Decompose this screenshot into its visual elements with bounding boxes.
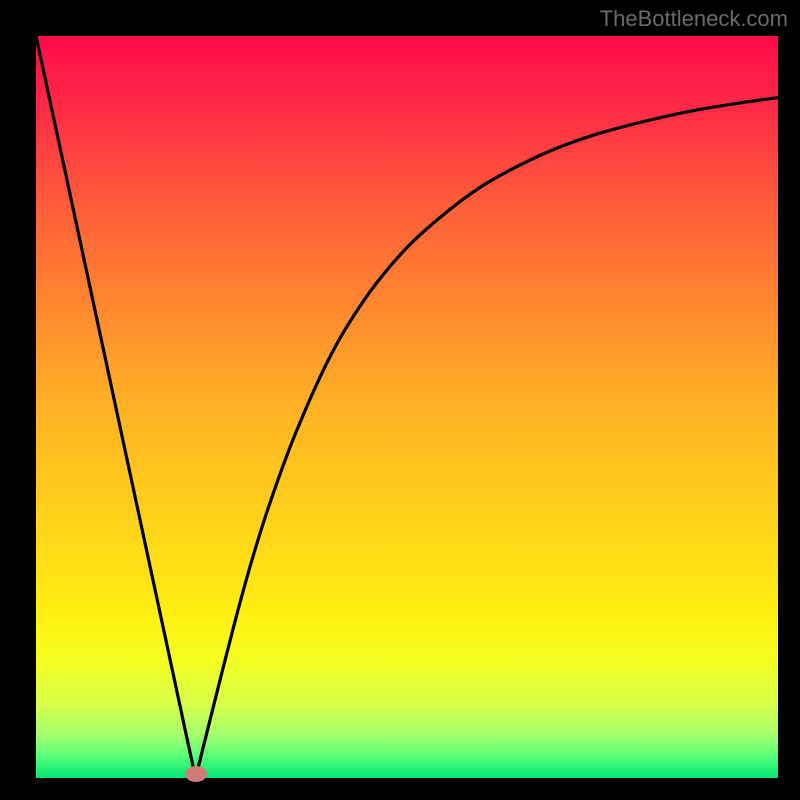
curve-right-branch [196, 98, 778, 778]
min-marker [185, 766, 207, 782]
watermark-text: TheBottleneck.com [600, 6, 788, 32]
curve-left-branch [36, 36, 196, 778]
chart-stage: { "canvas": { "width": 800, "height": 80… [0, 0, 800, 800]
plot-area [36, 36, 778, 778]
curve-layer [36, 36, 778, 778]
